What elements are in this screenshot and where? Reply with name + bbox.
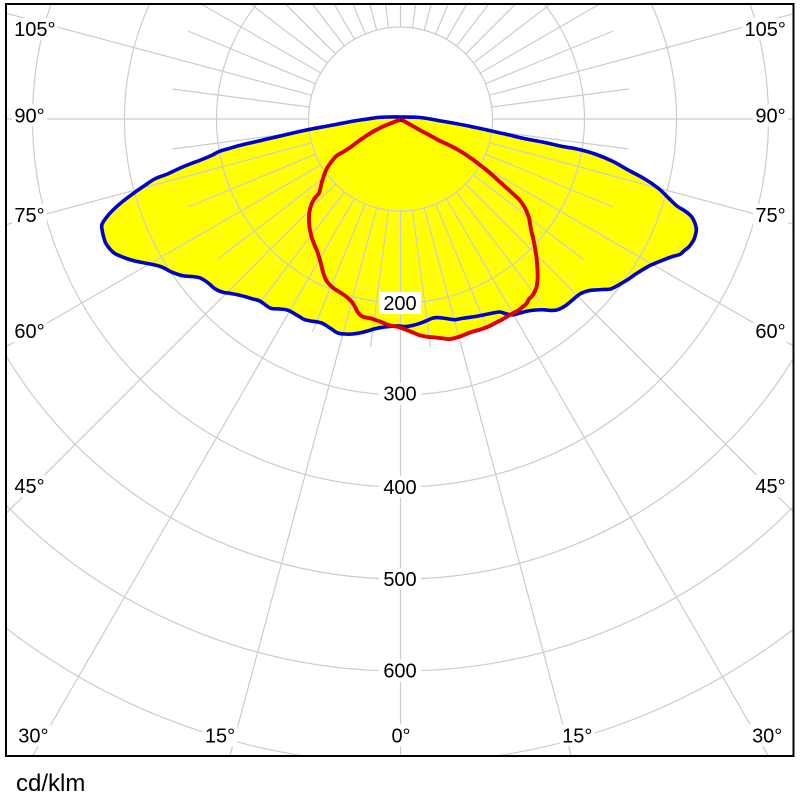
svg-text:75°: 75° (755, 205, 785, 227)
svg-text:75°: 75° (14, 205, 44, 227)
svg-text:15°: 15° (205, 725, 235, 747)
svg-text:30°: 30° (18, 725, 48, 747)
svg-text:15°: 15° (562, 725, 592, 747)
svg-text:400: 400 (383, 477, 416, 499)
svg-text:90°: 90° (14, 106, 44, 128)
svg-text:60°: 60° (755, 321, 785, 343)
svg-text:cd/klm: cd/klm (16, 770, 85, 797)
svg-text:0°: 0° (391, 725, 410, 747)
svg-text:200: 200 (383, 293, 416, 315)
svg-text:45°: 45° (14, 476, 44, 498)
svg-text:500: 500 (383, 569, 416, 591)
svg-text:30°: 30° (752, 725, 782, 747)
svg-text:90°: 90° (755, 106, 785, 128)
svg-text:105°: 105° (745, 19, 786, 41)
svg-text:300: 300 (383, 384, 416, 406)
svg-text:600: 600 (383, 661, 416, 683)
svg-text:105°: 105° (14, 19, 55, 41)
svg-text:45°: 45° (755, 476, 785, 498)
svg-text:60°: 60° (14, 321, 44, 343)
